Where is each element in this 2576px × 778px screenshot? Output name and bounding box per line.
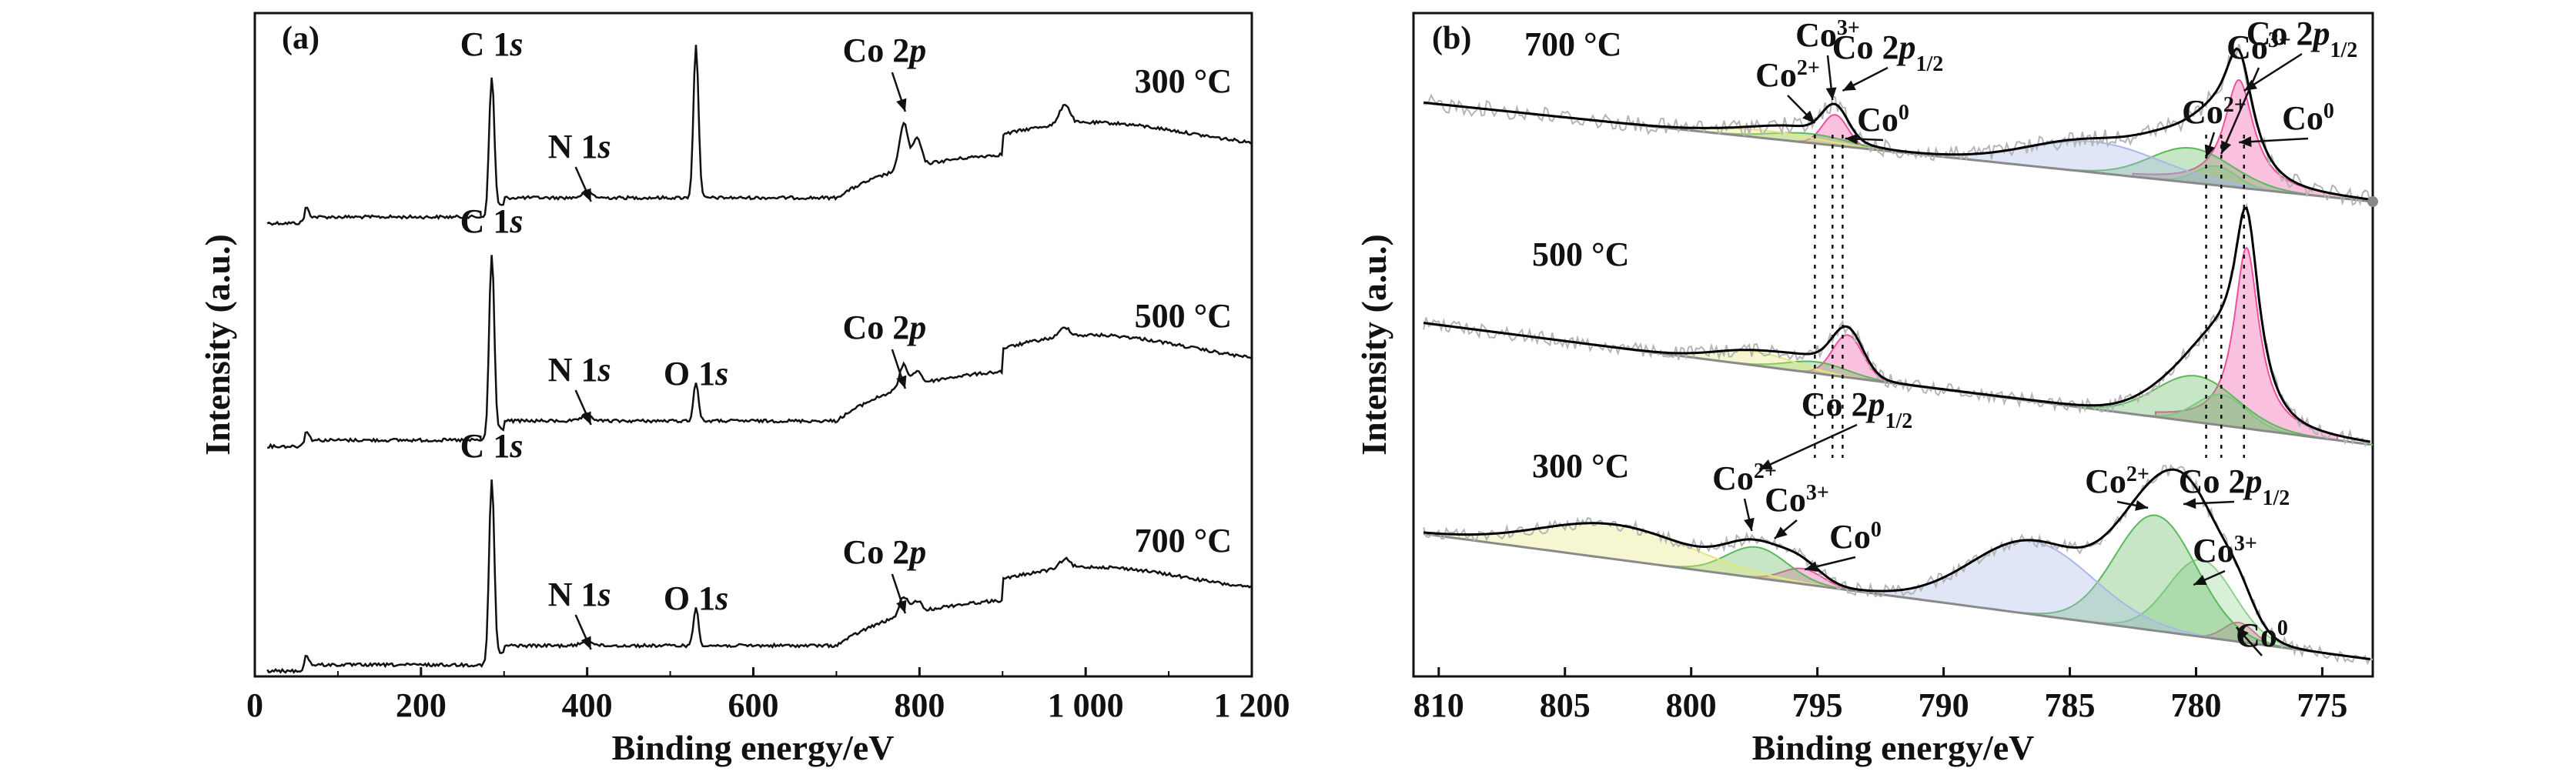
panel-b-xtick-label: 805 [1540, 686, 1591, 724]
panel-b-peak-label: Co3+ [1765, 481, 1829, 519]
panel-b-peak-arrow-head [1805, 561, 1818, 573]
panel-a-xtick-label: 200 [396, 686, 447, 724]
panel-b-xlabel: Binding energy/eV [1752, 728, 2035, 767]
panel-b-peak-arrow-head [2193, 575, 2207, 585]
panel-b-spectra [1423, 43, 2378, 666]
panel-a-annotations: 300 °C C 1s N 1s O 1s Co 2p 500 °C C 1s N 1s O 1… [460, 25, 1232, 650]
panel-b-peak-label: Co 2p1/2 [2179, 462, 2290, 510]
panel-a-xtick-label: 400 [562, 686, 613, 724]
panel-b-peak-arrow-head [2243, 79, 2258, 91]
panel-b-ylabel: Intensity (a.u.) [1354, 234, 1393, 456]
panel-b-xtick-label: 800 [1666, 686, 1717, 724]
panel-b-peak-arrow-head [1759, 459, 1773, 469]
panel-b-peak-arrow-head [1825, 87, 1837, 100]
panel-b-peak-arrow-head [1845, 133, 1858, 145]
panel-a-peak-label: N 1s [548, 576, 611, 613]
panel-b-peak-label: Co2+ [1712, 459, 1777, 498]
panel-a-xlabel: Binding energy/eV [612, 728, 895, 767]
panel-b-xtick-label: 795 [1792, 686, 1843, 724]
panel-b-xtick-label: 790 [1919, 686, 1969, 724]
panel-b-peak-arrow-head [2204, 144, 2216, 158]
panel-b-fit-curve [1423, 468, 2370, 661]
panel-b-peak-arrow-head [2221, 140, 2232, 154]
panel-a-x-axis: 0 200 400 600 800 1 000 1 200 [246, 667, 1290, 724]
panel-a-peak-arrow-head [580, 411, 591, 425]
panel-a-peak-label: N 1s [548, 351, 611, 389]
panel-b-peak-label: Co2+ [1755, 56, 1820, 95]
panel-b-peak-arrow-head [2135, 500, 2149, 511]
panel-b-peak-arrow-head [2236, 627, 2249, 640]
panel-b-series-label: 500 °C [1532, 235, 1629, 273]
panel-b-end-marker [2367, 196, 2378, 207]
panel-a-peak-arrow-head [580, 636, 591, 649]
panel-a-xtick-label: 0 [246, 686, 263, 724]
panel-b-reference-lines [1814, 135, 2246, 458]
panel-a-peak-arrow-head [896, 599, 907, 613]
panel-b-peak-label: Co3+ [2226, 28, 2291, 67]
panel-a: (a) Binding energy/eV Intensity (a.u.) 0… [198, 12, 1290, 767]
panel-a-peak-label: Co 2p [842, 32, 926, 69]
panel-b-peak-label: Co2+ [2182, 93, 2246, 132]
panel-b-fitted-components [1423, 78, 2374, 660]
panel-b-peak-label: Co3+ [2193, 532, 2257, 570]
panel-a-series-label: 500 °C [1135, 297, 1232, 335]
panel-b-peak-label: Co0 [1829, 518, 1882, 556]
panel-a-peak-label: O 1s [664, 579, 728, 617]
panel-a-peak-arrow-head [896, 98, 907, 112]
panel-b-peak-arrow-head [1802, 110, 1815, 123]
panel-b-peak-arrow-head [2239, 136, 2252, 148]
panel-a-peak-label: C 1s [460, 25, 524, 63]
panel-b-xtick-label: 775 [2297, 686, 2347, 724]
panel-a-xtick-label: 600 [728, 686, 779, 724]
panel-a-xtick-label: 1 000 [1048, 686, 1124, 724]
panel-b-peak-arrow-head [1744, 517, 1755, 531]
panel-a-series-label: 300 °C [1135, 62, 1232, 100]
panel-a-peak-arrow-head [580, 188, 591, 202]
panel-b-peak-label: Co 2p1/2 [1832, 28, 1944, 76]
panel-b-peak-label: Co3+ [1795, 16, 1860, 55]
panel-a-peak-label: C 1s [460, 427, 524, 465]
panel-b-background-line [1423, 533, 2370, 661]
panel-b-xtick-label: 780 [2170, 686, 2221, 724]
panel-a-peak-label: O 1s [664, 355, 728, 392]
panel-a-peak-label: Co 2p [842, 309, 926, 346]
panel-b-peak-arrow-head [1774, 526, 1788, 539]
panel-b-peak-arrow-head [1842, 80, 1856, 91]
panel-b-frame [1412, 12, 2374, 678]
panel-a-ylabel: Intensity (a.u.) [198, 234, 237, 456]
panel-a-xtick-label: 1 200 [1214, 686, 1290, 724]
panel-a-frame [253, 12, 1253, 678]
panel-b-fit-curve [1423, 47, 2370, 201]
panel-b-peak-label: Co2+ [2085, 462, 2149, 501]
panel-b-series-label: 700 °C [1524, 25, 1621, 63]
panel-a-peak-arrow-head [896, 375, 907, 389]
panel-b-peak-label: Co 2p1/2 [1802, 386, 1913, 433]
panel-b-peak-arrow [1758, 423, 1858, 471]
panel-a-spectra [266, 45, 1252, 674]
panel-b-series-label: 300 °C [1532, 447, 1629, 485]
panel-b: (b) Binding energy/eV Intensity (a.u.) 8… [1354, 12, 2378, 767]
panel-a-peak-label: C 1s [460, 202, 524, 240]
panel-b-peak-label: Co0 [2282, 99, 2334, 138]
panel-a-peak-label: Co 2p [842, 533, 926, 571]
panel-a-spectrum [266, 45, 1252, 226]
panel-b-peak-label: Co0 [1857, 101, 1909, 139]
panel-a-xtick-label: 800 [894, 686, 945, 724]
panel-a-spectrum [266, 479, 1252, 674]
panel-b-peak-arrow-head [2183, 498, 2196, 509]
panel-b-xtick-label: 785 [2045, 686, 2096, 724]
panel-a-label: (a) [282, 21, 319, 56]
panel-b-peak-label: Co 2p1/2 [2246, 15, 2358, 62]
panel-b-fit-curve [1423, 206, 2370, 443]
panel-b-label: (b) [1432, 21, 1471, 56]
panel-a-spectrum [267, 255, 1252, 450]
panel-a-series-label: 700 °C [1135, 522, 1232, 559]
panel-b-x-axis: 810 805 800 795 790 785 780 775 [1413, 667, 2347, 724]
panel-a-peak-label: N 1s [548, 128, 611, 165]
panel-b-xtick-label: 810 [1413, 686, 1464, 724]
